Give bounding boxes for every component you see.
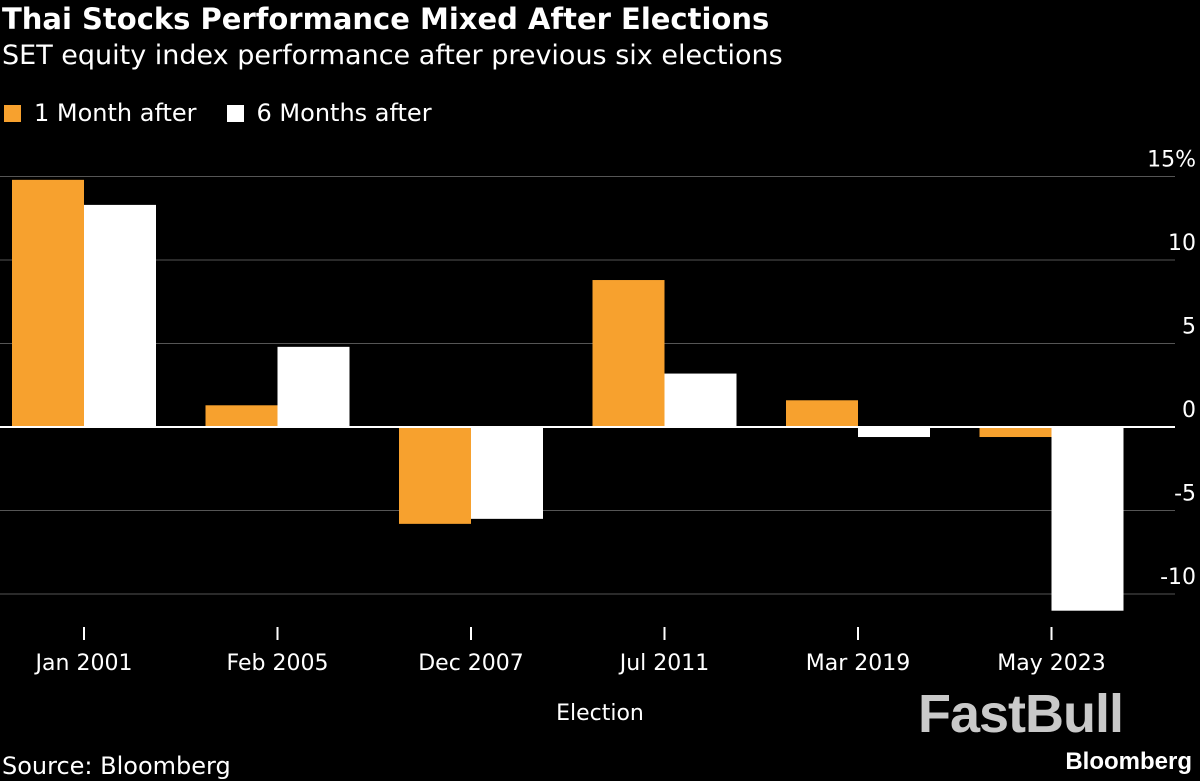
x-tick-label: Jan 2001 bbox=[34, 651, 133, 676]
legend-swatch-6-months bbox=[226, 104, 244, 122]
source-note: Source: Bloomberg bbox=[2, 752, 231, 780]
x-tick-label: Feb 2005 bbox=[227, 651, 329, 676]
y-tick-label: 5 bbox=[1182, 315, 1196, 340]
x-tick-label: Mar 2019 bbox=[806, 651, 911, 676]
bar bbox=[12, 179, 84, 427]
bloomberg-logo: Bloomberg bbox=[1065, 748, 1192, 775]
y-tick-label: 15% bbox=[1147, 148, 1196, 173]
legend-label-6-months: 6 Months after bbox=[256, 99, 432, 127]
bar bbox=[1051, 427, 1124, 611]
legend-item-1-month: 1 Month after bbox=[4, 99, 197, 127]
bar bbox=[399, 427, 471, 524]
legend-label-1-month: 1 Month after bbox=[34, 99, 197, 127]
bar bbox=[277, 346, 350, 427]
chart-title: Thai Stocks Performance Mixed After Elec… bbox=[2, 2, 770, 36]
y-tick-label: -5 bbox=[1174, 482, 1196, 507]
bar bbox=[979, 427, 1052, 438]
x-tick-label: Jul 2011 bbox=[618, 651, 710, 676]
x-tick-label: Dec 2007 bbox=[418, 651, 524, 676]
chart-subtitle: SET equity index performance after previ… bbox=[2, 40, 783, 71]
legend-swatch-1-month bbox=[4, 104, 21, 122]
bar bbox=[786, 400, 858, 427]
x-tick-label: May 2023 bbox=[997, 651, 1105, 676]
bar bbox=[664, 373, 737, 427]
legend: 1 Month after 6 Months after bbox=[4, 97, 462, 129]
y-tick-label: -10 bbox=[1160, 565, 1196, 590]
x-axis-title: Election bbox=[556, 701, 644, 726]
y-tick-label: 0 bbox=[1182, 398, 1196, 423]
bar bbox=[205, 405, 278, 427]
bar bbox=[84, 204, 156, 427]
fastbull-watermark: FastBull bbox=[918, 684, 1124, 744]
bar bbox=[592, 280, 665, 427]
bar bbox=[471, 427, 543, 519]
bar bbox=[858, 427, 930, 438]
legend-item-6-months: 6 Months after bbox=[226, 99, 432, 127]
y-tick-label: 10 bbox=[1168, 231, 1196, 256]
